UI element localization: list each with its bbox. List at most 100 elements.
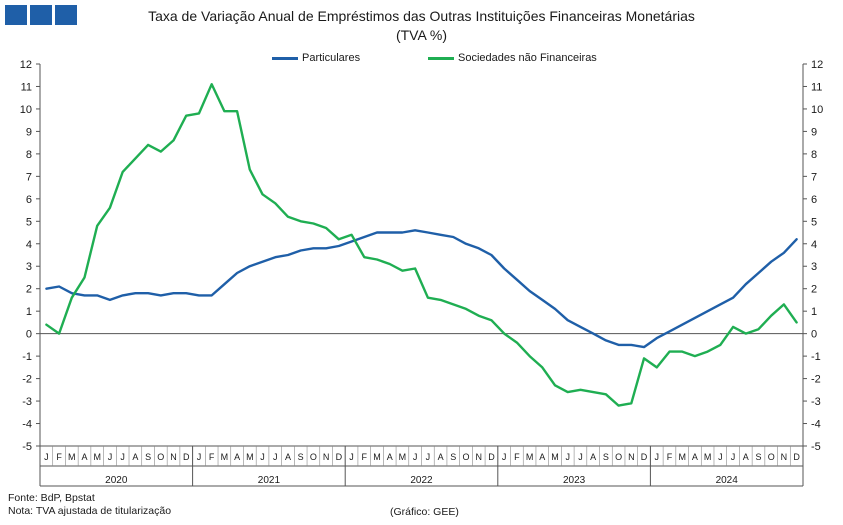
y-tick-label-right: 0: [811, 329, 817, 341]
year-label: 2024: [716, 475, 739, 486]
month-label: M: [678, 452, 686, 462]
month-label: O: [463, 452, 470, 462]
y-tick-label-right: -2: [811, 374, 821, 386]
month-label: J: [108, 452, 113, 462]
month-label: A: [590, 452, 596, 462]
y-tick-label-left: 5: [26, 216, 32, 228]
y-tick-label-left: 9: [26, 126, 32, 138]
y-tick-label-left: 11: [21, 81, 32, 93]
y-tick-label-right: 8: [811, 149, 817, 161]
month-label: S: [298, 452, 304, 462]
month-label: O: [768, 452, 775, 462]
y-tick-label-left: 10: [20, 104, 32, 116]
month-label: J: [120, 452, 125, 462]
chart-subtitle: (TVA %): [395, 27, 448, 43]
month-label: A: [692, 452, 698, 462]
month-label: A: [234, 452, 240, 462]
month-label: A: [387, 452, 393, 462]
series-line-particulares: [45, 229, 798, 349]
month-label: S: [450, 452, 456, 462]
month-label: J: [426, 452, 431, 462]
year-label: 2020: [105, 475, 128, 486]
month-label: A: [438, 452, 444, 462]
month-label: J: [197, 452, 202, 462]
y-tick-label-right: -1: [811, 351, 821, 363]
logo-square: [30, 5, 52, 25]
month-label: O: [157, 452, 164, 462]
month-label: M: [246, 452, 254, 462]
y-tick-label-right: 5: [811, 216, 817, 228]
month-label: D: [183, 452, 190, 462]
month-label: F: [514, 452, 520, 462]
y-tick-label-left: 4: [26, 239, 32, 251]
month-label: A: [82, 452, 88, 462]
y-tick-label-left: 0: [26, 329, 32, 341]
month-label: D: [488, 452, 495, 462]
chart-credit: (Gráfico: GEE): [390, 506, 459, 518]
month-label: M: [221, 452, 229, 462]
footnote: Nota: TVA ajustada de titularização: [8, 505, 172, 517]
month-label: J: [413, 452, 418, 462]
y-tick-label-left: 7: [26, 171, 32, 183]
year-label: 2021: [258, 475, 281, 486]
y-tick-label-right: 12: [811, 59, 823, 71]
month-label: J: [718, 452, 723, 462]
legend-label: Sociedades não Financeiras: [458, 52, 597, 64]
month-label: F: [362, 452, 368, 462]
y-tick-label-left: 12: [20, 59, 32, 71]
y-tick-label-left: -2: [22, 374, 32, 386]
y-tick-label-right: 4: [811, 239, 817, 251]
month-label: M: [93, 452, 101, 462]
month-label: M: [526, 452, 534, 462]
y-tick-label-left: 8: [26, 149, 32, 161]
legend-item-sociedades: Sociedades não Financeiras: [428, 52, 597, 64]
month-label: J: [655, 452, 660, 462]
y-tick-label-right: 11: [811, 81, 822, 93]
month-label: M: [399, 452, 407, 462]
month-label: S: [145, 452, 151, 462]
month-label: J: [731, 452, 736, 462]
year-label: 2023: [563, 475, 586, 486]
month-label: A: [539, 452, 545, 462]
month-label: J: [578, 452, 583, 462]
y-tick-label-right: 2: [811, 284, 817, 296]
month-label: O: [310, 452, 317, 462]
y-tick-label-right: 6: [811, 194, 817, 206]
y-tick-label-left: -1: [22, 351, 32, 363]
logo-square: [5, 5, 27, 25]
month-label: M: [373, 452, 381, 462]
month-label: N: [170, 452, 177, 462]
month-label: S: [755, 452, 761, 462]
month-label: N: [475, 452, 482, 462]
y-tick-label-right: -3: [811, 396, 821, 408]
month-label: J: [273, 452, 278, 462]
gee-logo: [5, 5, 77, 25]
month-label: F: [56, 452, 62, 462]
year-label: 2022: [410, 475, 433, 486]
month-label: J: [44, 452, 49, 462]
month-label: N: [628, 452, 635, 462]
source-note: Fonte: BdP, Bpstat: [8, 492, 95, 504]
y-tick-label-right: -4: [811, 419, 821, 431]
month-label: A: [285, 452, 291, 462]
month-label: D: [641, 452, 648, 462]
y-tick-label-right: 7: [811, 171, 817, 183]
month-label: J: [502, 452, 507, 462]
legend-item-particulares: Particulares: [272, 52, 360, 64]
y-tick-label-right: 1: [811, 306, 817, 318]
month-label: O: [615, 452, 622, 462]
y-tick-label-left: -4: [22, 419, 32, 431]
month-label: J: [349, 452, 354, 462]
y-tick-label-right: 10: [811, 104, 823, 116]
series-line-sociedades: [45, 82, 798, 407]
legend-swatch: [272, 56, 298, 60]
y-tick-label-left: 1: [26, 306, 32, 318]
month-label: A: [132, 452, 138, 462]
month-label: N: [781, 452, 788, 462]
logo-square: [55, 5, 77, 25]
y-tick-label-right: -5: [811, 441, 821, 453]
month-label: F: [209, 452, 215, 462]
month-label: D: [793, 452, 800, 462]
legend-swatch: [428, 56, 454, 60]
